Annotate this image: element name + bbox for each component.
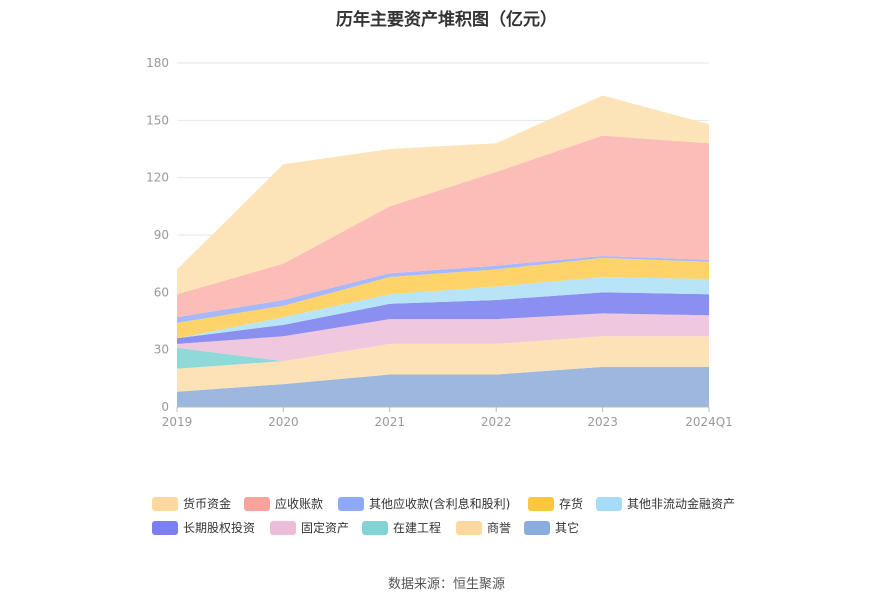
area-series-5 bbox=[177, 292, 709, 344]
legend-item[interactable]: 商誉 bbox=[456, 519, 511, 536]
legend-swatch bbox=[524, 520, 550, 535]
legend-item[interactable]: 在建工程 bbox=[362, 519, 441, 536]
legend-item[interactable]: 其它 bbox=[524, 519, 579, 536]
x-tick-label: 2019 bbox=[162, 415, 193, 429]
legend-swatch bbox=[244, 496, 270, 511]
legend-item[interactable]: 固定资产 bbox=[270, 519, 349, 536]
area-series bbox=[177, 95, 709, 407]
chart-title: 历年主要资产堆积图（亿元） bbox=[336, 10, 557, 30]
area-series-1 bbox=[177, 366, 709, 407]
y-tick-label: 60 bbox=[154, 285, 169, 299]
stacked-area-chart: 0 30 60 90 120 150 180 2019 2020 2021 2022 2023 202… bbox=[146, 56, 733, 429]
x-tick-label: 2020 bbox=[268, 415, 299, 429]
x-tick-label: 2022 bbox=[481, 415, 512, 429]
x-tick-label: 2021 bbox=[375, 415, 406, 429]
x-axis: 2019 2020 2021 2022 2023 2024Q1 bbox=[162, 406, 733, 429]
x-tick-label: 2023 bbox=[587, 415, 618, 429]
x-tick-label: 2024Q1 bbox=[685, 415, 733, 429]
y-tick-label: 150 bbox=[146, 113, 169, 127]
legend-label: 其他非流动金融资产 bbox=[627, 497, 736, 511]
legend-item[interactable]: 应收账款 bbox=[244, 495, 323, 512]
legend-label: 存货 bbox=[559, 497, 584, 511]
legend-item[interactable]: 其他应收款(含利息和股利) bbox=[338, 495, 510, 512]
y-tick-label: 180 bbox=[146, 56, 169, 70]
legend-label: 其它 bbox=[555, 521, 580, 535]
area-series-7 bbox=[177, 257, 709, 339]
legend-swatch bbox=[528, 496, 554, 511]
legend-item[interactable]: 存货 bbox=[528, 495, 583, 512]
area-series-6 bbox=[177, 277, 709, 339]
area-series-4 bbox=[177, 313, 709, 362]
y-tick-label: 90 bbox=[154, 228, 169, 242]
legend-label: 长期股权投资 bbox=[183, 521, 256, 535]
legend-label: 固定资产 bbox=[301, 521, 350, 535]
area-series-9 bbox=[177, 135, 709, 318]
y-tick-label: 0 bbox=[161, 400, 169, 414]
legend-swatch bbox=[456, 520, 482, 535]
legend-label: 货币资金 bbox=[183, 497, 232, 511]
area-series-2 bbox=[177, 336, 709, 392]
legend-item[interactable]: 长期股权投资 bbox=[152, 519, 255, 536]
legend-item[interactable]: 货币资金 bbox=[152, 495, 231, 512]
legend-swatch bbox=[338, 496, 364, 511]
y-tick-label: 30 bbox=[154, 343, 169, 357]
y-tick-label: 120 bbox=[146, 171, 169, 185]
legend-label: 在建工程 bbox=[393, 521, 442, 535]
legend-label: 商誉 bbox=[487, 521, 512, 535]
legend-swatch bbox=[152, 496, 178, 511]
legend-swatch bbox=[362, 520, 388, 535]
legend-item[interactable]: 其他非流动金融资产 bbox=[596, 495, 735, 512]
area-series-10 bbox=[177, 95, 709, 295]
legend-swatch bbox=[152, 520, 178, 535]
legend-swatch bbox=[596, 496, 622, 511]
legend-label: 应收账款 bbox=[275, 497, 324, 511]
legend-swatch bbox=[270, 520, 296, 535]
y-axis-labels: 0 30 60 90 120 150 180 bbox=[146, 56, 169, 414]
legend-label: 其他应收款(含利息和股利) bbox=[369, 497, 511, 511]
source-note: 数据来源：恒生聚源 bbox=[387, 577, 505, 592]
